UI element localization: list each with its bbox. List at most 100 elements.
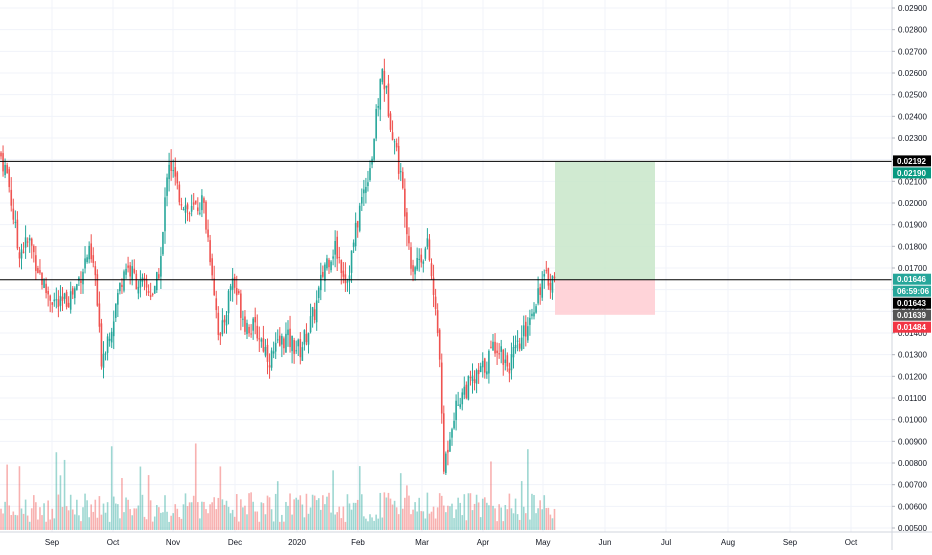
profit-zone[interactable] <box>555 161 655 280</box>
volume-bar <box>324 504 326 530</box>
candle-body <box>119 282 121 292</box>
volume-bar <box>422 511 425 530</box>
candle-body <box>330 261 332 271</box>
volume-bar <box>529 519 531 530</box>
candle-body <box>430 263 433 277</box>
loss-zone[interactable] <box>555 279 655 315</box>
candle-body <box>445 453 447 474</box>
horizontal-lines[interactable] <box>0 160 892 281</box>
candle-body <box>281 336 283 345</box>
time-tick-label: Mar <box>415 538 429 547</box>
candle-body <box>86 257 88 263</box>
candle-body <box>367 182 369 187</box>
candle-body <box>467 375 470 400</box>
volume-bars <box>0 443 556 530</box>
candle-body <box>379 79 382 110</box>
volume-bar <box>119 518 121 530</box>
volume-bar <box>549 514 552 530</box>
volume-bar <box>266 495 269 530</box>
candle-body <box>358 205 361 231</box>
volume-bar <box>488 505 490 530</box>
position-zones <box>555 161 655 315</box>
candle-body <box>274 342 277 352</box>
volume-bar <box>205 509 207 530</box>
volume-bar <box>287 505 289 530</box>
volume-bar <box>322 495 324 530</box>
volume-bar <box>332 470 334 530</box>
volume-bar <box>457 497 459 530</box>
volume-bar <box>84 493 86 530</box>
volume-bar <box>246 514 248 530</box>
candle-body <box>350 250 353 273</box>
candle-body <box>481 360 484 368</box>
volume-bar <box>391 504 394 530</box>
volume-bar <box>465 520 468 530</box>
volume-bar <box>158 507 160 530</box>
volume-bar <box>272 521 275 530</box>
price-tag-box <box>893 155 931 167</box>
volume-bar <box>527 449 529 530</box>
candle-body <box>340 260 343 273</box>
candle-body <box>205 201 207 230</box>
volume-bar <box>496 521 498 530</box>
volume-bar <box>67 510 70 530</box>
price-tag-label: 0.02190 <box>897 169 926 178</box>
candle-body <box>434 296 437 310</box>
volume-bar <box>186 506 189 530</box>
volume-bar <box>223 504 226 530</box>
volume-bar <box>377 518 379 530</box>
price-tick-label: 0.01000 <box>898 416 927 425</box>
volume-bar <box>291 514 293 530</box>
time-tick-label: Oct <box>107 538 120 547</box>
price-axis[interactable]: 0.02900 0.02800 0.02700 0.02600 0.02500 0.024… <box>891 0 927 550</box>
price-tick-label: 0.01400 <box>898 329 927 338</box>
volume-bar <box>139 466 142 530</box>
volume-bar <box>96 517 99 530</box>
candle-body <box>108 338 111 341</box>
candle-body <box>352 242 355 248</box>
candle-body <box>436 310 439 334</box>
candle-body <box>203 198 205 203</box>
time-tick-label: Nov <box>166 538 180 547</box>
price-tick-label: 0.01300 <box>898 351 927 360</box>
candle-body <box>2 153 4 172</box>
volume-bar <box>82 507 84 530</box>
candle-body <box>51 302 54 305</box>
candle-body <box>484 358 486 373</box>
candle-body <box>153 285 156 294</box>
candle-body <box>102 353 105 368</box>
volume-bar <box>69 494 72 530</box>
volume-bar <box>361 494 363 530</box>
candle-body <box>49 295 51 301</box>
volume-bar <box>539 500 541 530</box>
volume-bar <box>330 512 332 530</box>
candle-body <box>404 188 406 217</box>
candle-body <box>104 353 107 355</box>
candle-body <box>45 283 47 294</box>
candle-body <box>527 326 529 341</box>
candle-body <box>469 377 472 379</box>
price-tick-label: 0.02900 <box>898 4 927 13</box>
candle-body <box>190 205 193 212</box>
candle-body <box>549 282 552 291</box>
candle-body <box>112 321 115 337</box>
time-tick-label: Feb <box>351 538 365 547</box>
candle-body <box>18 252 21 259</box>
volume-bar <box>389 498 392 530</box>
candle-body <box>328 259 330 268</box>
volume-bar <box>486 502 488 530</box>
volume-bar <box>453 518 455 530</box>
volume-bar <box>213 497 215 530</box>
volume-bar <box>338 506 341 530</box>
candle-body <box>117 293 119 305</box>
time-axis[interactable]: Sep Oct Nov Dec 2020 Feb Mar Apr May Jun Jul Aug Sep… <box>0 531 932 547</box>
volume-bar <box>162 512 164 530</box>
candle-body <box>315 300 318 323</box>
volume-bar <box>397 514 400 530</box>
volume-bar <box>74 514 76 530</box>
volume-bar <box>367 521 369 530</box>
volume-bar <box>156 505 158 530</box>
candle-body <box>84 258 86 269</box>
